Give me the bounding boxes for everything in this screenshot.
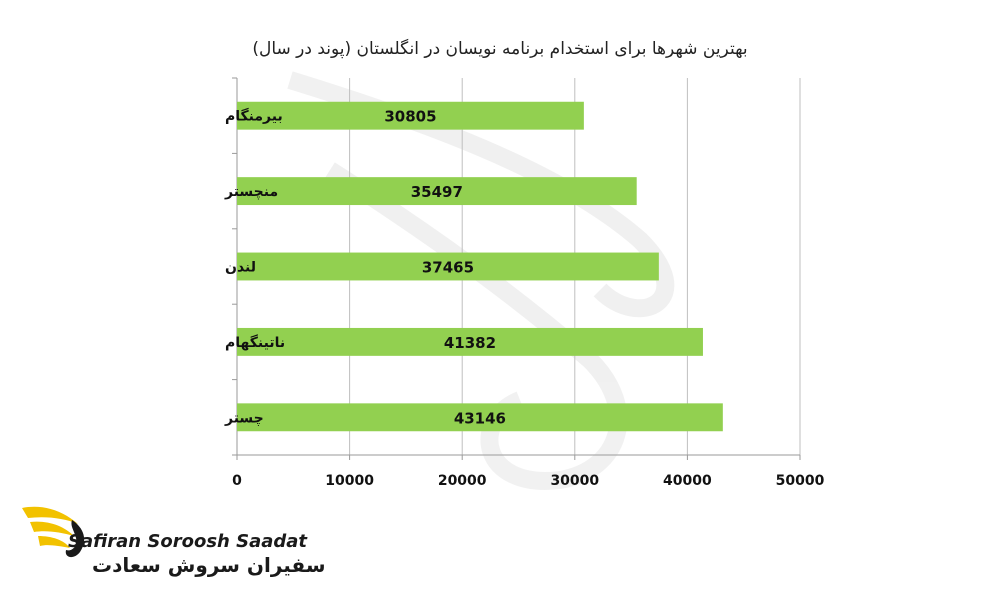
x-tick-labels: 0 10000 20000 30000 40000 50000	[232, 473, 824, 489]
data-labels: 30805 35497 37465 41382 43146	[384, 108, 506, 428]
bar	[237, 101, 584, 130]
data-label: 41382	[444, 334, 496, 352]
bar	[237, 177, 637, 206]
chart-title: بهترین شهرها برای استخدام برنامه نویسان …	[252, 38, 747, 59]
x-tick-label: 0	[232, 473, 242, 489]
category-label: بیرمنگام	[225, 108, 283, 125]
eagle-logo-icon	[22, 506, 85, 558]
x-tick-label: 10000	[325, 473, 374, 489]
brand-name-fa: سفیران سروش سعادت	[92, 553, 326, 577]
category-label: چستر	[224, 410, 264, 426]
x-tick-label: 50000	[776, 473, 825, 489]
x-tick-label: 30000	[550, 473, 599, 489]
bars	[237, 101, 723, 432]
bar	[237, 403, 723, 432]
category-label: لندن	[225, 260, 256, 276]
brand-name-en: Safiran Soroosh Saadat	[68, 531, 308, 552]
category-label: منچستر	[224, 184, 278, 200]
category-label: ناتینگهام	[225, 334, 285, 351]
data-label: 43146	[454, 409, 506, 427]
bar	[237, 252, 659, 281]
category-labels: بیرمنگام منچستر لندن ناتینگهام چستر	[224, 108, 285, 427]
x-tick-label: 20000	[438, 473, 487, 489]
bar	[237, 327, 703, 356]
data-label: 35497	[411, 183, 463, 201]
x-tick-label: 40000	[663, 473, 712, 489]
data-label: 37465	[422, 259, 474, 277]
data-label: 30805	[384, 108, 436, 126]
